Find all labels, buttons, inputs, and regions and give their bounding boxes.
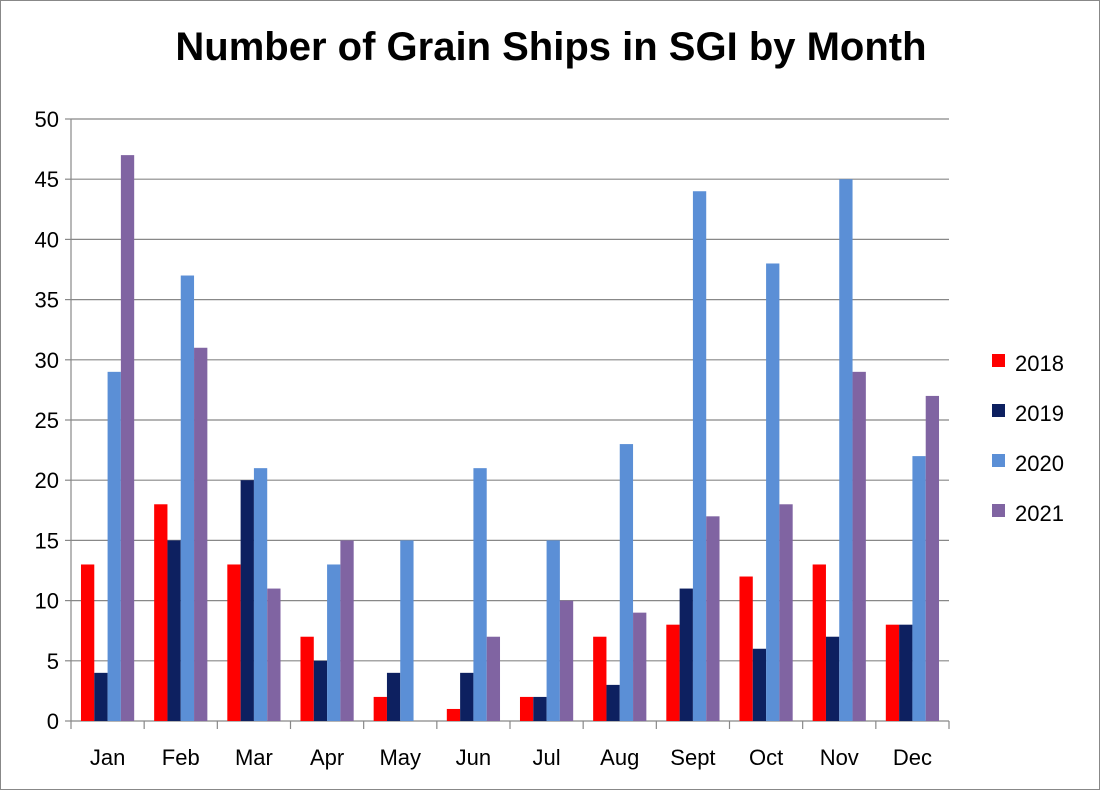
legend-swatch-2021 (992, 504, 1005, 517)
bar-2021-jan (120, 155, 135, 721)
x-tick-label: Dec (893, 745, 932, 770)
x-tick-label: Nov (820, 745, 859, 770)
bar-2019-aug (606, 684, 620, 721)
bar-2019-dec (899, 624, 913, 721)
bar-2019-may (386, 672, 401, 721)
bar-2018-jan (80, 564, 95, 721)
x-tick-label: Apr (310, 745, 344, 770)
bar-2020-oct (766, 263, 780, 721)
bar-2019-jul (533, 696, 547, 721)
bar-2018-mar (227, 564, 241, 721)
bar-2020-aug (619, 444, 634, 721)
legend-label-2018: 2018 (1015, 351, 1064, 376)
y-tick-label: 50 (35, 107, 59, 132)
bar-2018-feb (154, 504, 168, 721)
bar-2020-feb (180, 275, 195, 721)
x-tick-label: Mar (235, 745, 273, 770)
bar-2020-jun (473, 468, 487, 721)
legend-swatch-2020 (992, 454, 1005, 467)
bar-2021-apr (340, 540, 354, 721)
bar-2021-dec (925, 395, 940, 721)
y-tick-label: 20 (35, 468, 59, 493)
bar-2018-jun (446, 708, 461, 721)
y-tick-label: 5 (47, 649, 59, 674)
bar-2019-sept (679, 588, 693, 721)
bar-2019-jun (460, 672, 474, 721)
bar-2018-apr (300, 636, 314, 721)
bar-2018-may (373, 696, 387, 721)
legend-swatch-2019 (992, 404, 1005, 417)
x-tick-label: Oct (749, 745, 783, 770)
bar-2020-jul (546, 540, 560, 721)
legend-label-2021: 2021 (1015, 501, 1064, 526)
bar-2021-jun (486, 636, 501, 721)
bar-2019-nov (825, 636, 840, 721)
bar-2018-nov (812, 564, 826, 721)
x-tick-label: Jan (90, 745, 125, 770)
x-tick-label: Aug (600, 745, 639, 770)
x-tick-label: Jul (533, 745, 561, 770)
legend-swatch-2018 (992, 354, 1005, 367)
chart-title: Number of Grain Ships in SGI by Month (175, 25, 927, 69)
y-tick-label: 30 (35, 348, 59, 373)
bar-2021-oct (779, 504, 793, 721)
bar-2018-aug (593, 636, 607, 721)
bar-2021-nov (852, 371, 866, 721)
bar-2020-apr (327, 564, 341, 721)
x-tick-label: Feb (162, 745, 200, 770)
x-tick-label: May (379, 745, 421, 770)
bar-2019-mar (240, 480, 254, 721)
bar-2018-jul (519, 696, 534, 721)
bar-2021-sept (706, 516, 720, 721)
bar-2019-jan (94, 672, 108, 721)
x-tick-label: Sept (670, 745, 715, 770)
bar-2020-nov (839, 179, 853, 721)
bar-2020-sept (692, 191, 707, 722)
bar-2018-sept (666, 624, 680, 721)
bar-2021-jul (559, 600, 574, 721)
y-tick-label: 10 (35, 589, 59, 614)
bar-2021-feb (194, 347, 208, 721)
bar-2020-dec (912, 456, 926, 721)
bar-2019-apr (313, 660, 328, 721)
y-tick-label: 15 (35, 528, 59, 553)
bar-2018-dec (885, 624, 900, 721)
y-tick-label: 45 (35, 167, 59, 192)
bar-2020-may (400, 540, 414, 721)
legend-label-2020: 2020 (1015, 451, 1064, 476)
bar-2019-feb (167, 540, 181, 721)
y-tick-label: 25 (35, 408, 59, 433)
legend-label-2019: 2019 (1015, 401, 1064, 426)
bar-2020-mar (253, 468, 268, 721)
y-tick-label: 40 (35, 227, 59, 252)
bar-2021-mar (267, 588, 281, 721)
x-tick-label: Jun (456, 745, 491, 770)
y-tick-label: 0 (47, 709, 59, 734)
bar-2020-jan (107, 371, 121, 721)
bar-2019-oct (752, 648, 767, 721)
bar-2021-aug (633, 612, 647, 721)
bar-2018-oct (739, 576, 753, 721)
y-tick-label: 35 (35, 288, 59, 313)
